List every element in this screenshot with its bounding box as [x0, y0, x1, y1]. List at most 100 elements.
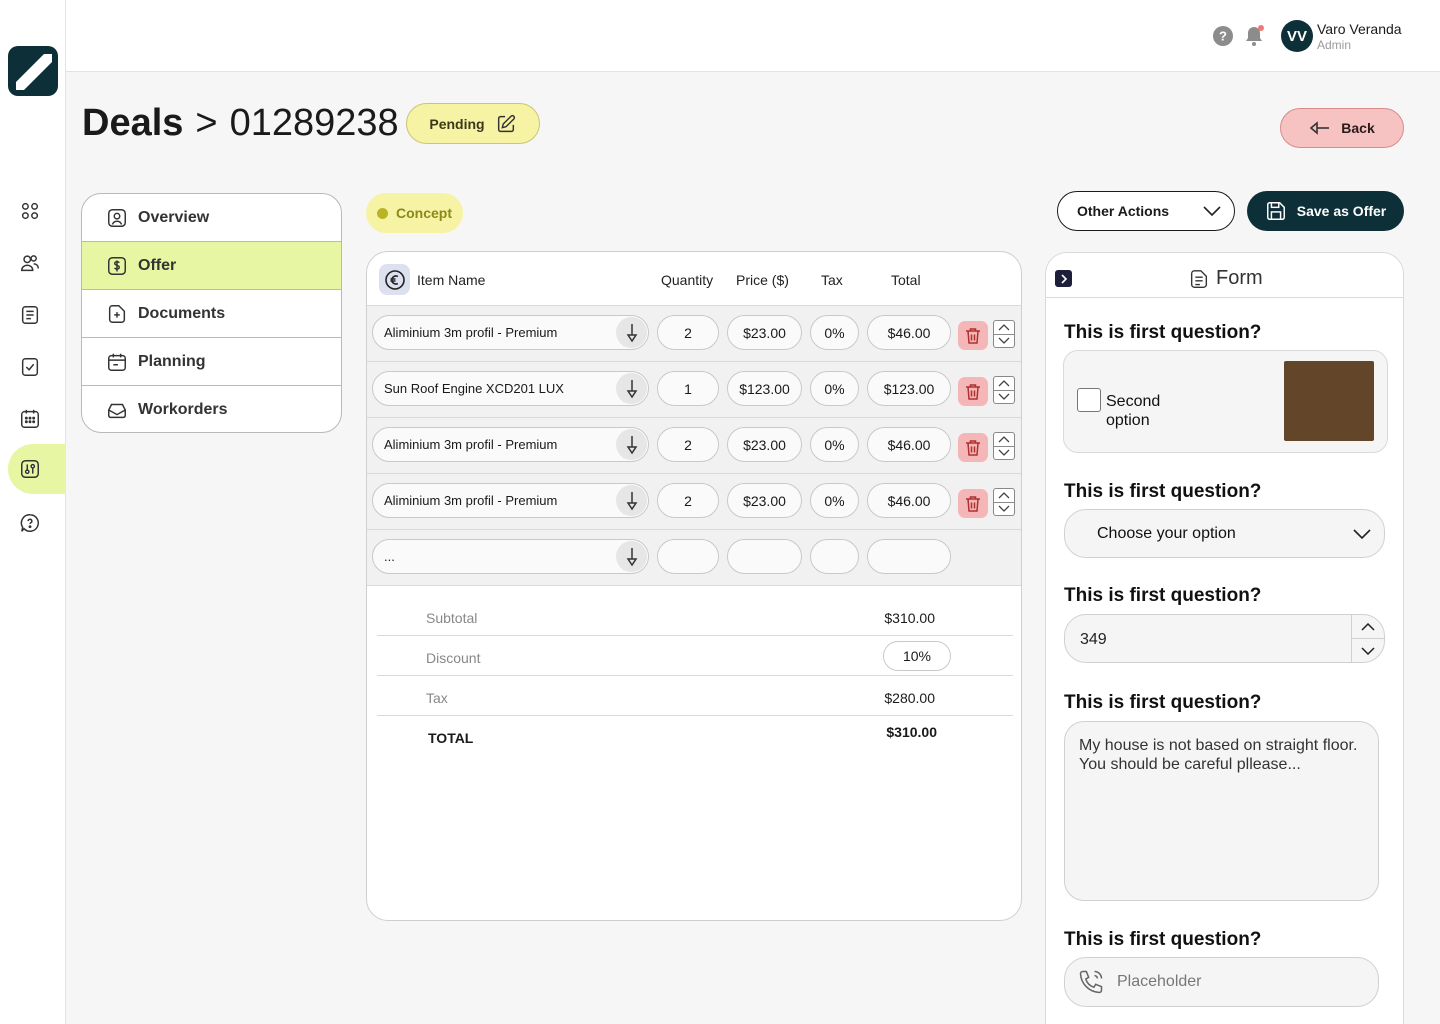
item-dropdown-button[interactable] — [616, 541, 647, 572]
chevron-up-icon[interactable] — [1352, 615, 1384, 639]
status-badge[interactable]: Pending — [406, 103, 540, 144]
phone-placeholder: Placeholder — [1117, 973, 1202, 990]
dollar-icon — [108, 256, 126, 275]
chevron-down-icon[interactable] — [1352, 639, 1384, 662]
item-name-field[interactable]: Aliminium 3m profil - Premium — [372, 315, 649, 350]
nav-item-workorders[interactable]: Workorders — [82, 386, 341, 432]
item-name-field[interactable]: Aliminium 3m profil - Premium — [372, 483, 649, 518]
avatar[interactable]: VV — [1281, 20, 1313, 52]
back-button[interactable]: Back — [1280, 108, 1404, 148]
table-row: Aliminium 3m profil - Premium 2 $23.00 0… — [367, 474, 1021, 530]
price-input[interactable]: $23.00 — [727, 483, 802, 518]
rail-dashboard[interactable] — [8, 186, 66, 236]
new-price-input[interactable] — [727, 539, 802, 574]
form-icon — [1190, 269, 1208, 288]
arrow-down-icon — [626, 379, 637, 398]
rail-notes[interactable] — [8, 290, 66, 340]
number-stepper[interactable] — [1351, 615, 1384, 662]
chevron-up-icon[interactable] — [994, 433, 1014, 447]
chevron-down-icon — [1203, 206, 1221, 217]
item-name-field[interactable]: Sun Roof Engine XCD201 LUX — [372, 371, 649, 406]
tax-label: Tax — [426, 690, 448, 706]
nav-item-documents[interactable]: Documents — [82, 290, 341, 338]
rail-contacts[interactable] — [8, 238, 66, 288]
tax-input[interactable]: 0% — [810, 371, 859, 406]
quantity-input[interactable]: 2 — [657, 427, 719, 462]
chevron-down-icon[interactable] — [994, 447, 1014, 460]
question-4: This is first question? — [1064, 692, 1262, 713]
arrow-down-icon — [626, 435, 637, 454]
user-name: Varo Veranda — [1317, 21, 1402, 37]
rail-tasks[interactable] — [8, 342, 66, 392]
checklist-icon — [21, 358, 39, 376]
item-dropdown-button[interactable] — [616, 373, 647, 404]
chevron-down-icon[interactable] — [994, 391, 1014, 404]
edit-icon — [497, 114, 515, 132]
row-reorder-stepper[interactable] — [993, 488, 1015, 516]
option-select[interactable]: Choose your option — [1064, 509, 1385, 558]
tax-input[interactable]: 0% — [810, 427, 859, 462]
question-2: This is first question? — [1064, 481, 1262, 502]
row-total: $46.00 — [867, 315, 951, 350]
quantity-input[interactable]: 1 — [657, 371, 719, 406]
delete-row-button[interactable] — [958, 489, 988, 518]
notification-bell-icon[interactable] — [1242, 24, 1266, 48]
chevron-up-icon[interactable] — [994, 489, 1014, 503]
collapse-panel-button[interactable] — [1055, 270, 1072, 287]
row-reorder-stepper[interactable] — [993, 376, 1015, 404]
top-bar: ? VV Varo Veranda Admin — [66, 0, 1440, 72]
chevron-up-icon[interactable] — [994, 321, 1014, 335]
quantity-input[interactable]: 2 — [657, 483, 719, 518]
row-reorder-stepper[interactable] — [993, 320, 1015, 348]
row-reorder-stepper[interactable] — [993, 432, 1015, 460]
notes-textarea[interactable]: My house is not based on straight floor.… — [1064, 721, 1379, 901]
item-dropdown-button[interactable] — [616, 317, 647, 348]
item-dropdown-button[interactable] — [616, 429, 647, 460]
new-item-name-field[interactable]: ... — [372, 539, 649, 574]
chevron-down-icon[interactable] — [994, 335, 1014, 348]
delete-row-button[interactable] — [958, 433, 988, 462]
arrow-down-icon — [626, 547, 637, 566]
logo[interactable] — [8, 46, 58, 96]
save-as-offer-label: Save as Offer — [1296, 203, 1387, 219]
col-item-name: Item Name — [417, 272, 486, 288]
nav-item-offer[interactable]: Offer — [82, 242, 341, 290]
price-input[interactable]: $23.00 — [727, 315, 802, 350]
tax-input[interactable]: 0% — [810, 483, 859, 518]
rail-deals[interactable] — [8, 444, 66, 494]
discount-input[interactable]: 10% — [883, 641, 951, 671]
price-input[interactable]: $123.00 — [727, 371, 802, 406]
price-input[interactable]: $23.00 — [727, 427, 802, 462]
nav-item-planning[interactable]: Planning — [82, 338, 341, 386]
item-name-field[interactable]: Aliminium 3m profil - Premium — [372, 427, 649, 462]
chevron-down-icon[interactable] — [994, 503, 1014, 516]
save-as-offer-button[interactable]: Save as Offer — [1247, 191, 1404, 231]
delete-row-button[interactable] — [958, 377, 988, 406]
grid-icon — [21, 202, 39, 220]
euro-icon — [384, 269, 405, 290]
option-card[interactable]: Second option — [1063, 350, 1388, 453]
help-icon[interactable]: ? — [1212, 25, 1234, 47]
new-tax-input[interactable] — [810, 539, 859, 574]
quantity-input[interactable]: 2 — [657, 315, 719, 350]
option-checkbox[interactable] — [1077, 388, 1101, 412]
delete-row-button[interactable] — [958, 321, 988, 350]
phone-input[interactable]: Placeholder — [1064, 957, 1379, 1007]
currency-button[interactable] — [379, 264, 410, 295]
rail-support[interactable] — [8, 498, 66, 548]
total-row: TOTAL $310.00 — [377, 716, 1013, 756]
other-actions-dropdown[interactable]: Other Actions — [1057, 191, 1235, 231]
nav-label: Offer — [138, 256, 177, 274]
tax-input[interactable]: 0% — [810, 315, 859, 350]
new-quantity-input[interactable] — [657, 539, 719, 574]
col-quantity: Quantity — [661, 272, 714, 288]
number-input[interactable]: 349 — [1064, 614, 1385, 663]
chevron-up-icon[interactable] — [994, 377, 1014, 391]
new-item-row: ... — [367, 530, 1021, 586]
nav-item-overview[interactable]: Overview — [82, 194, 341, 242]
rail-calendar[interactable] — [8, 394, 66, 444]
concept-badge: Concept — [366, 193, 463, 233]
breadcrumb-deals[interactable]: Deals — [82, 102, 184, 144]
item-dropdown-button[interactable] — [616, 485, 647, 516]
arrow-down-icon — [626, 323, 637, 342]
